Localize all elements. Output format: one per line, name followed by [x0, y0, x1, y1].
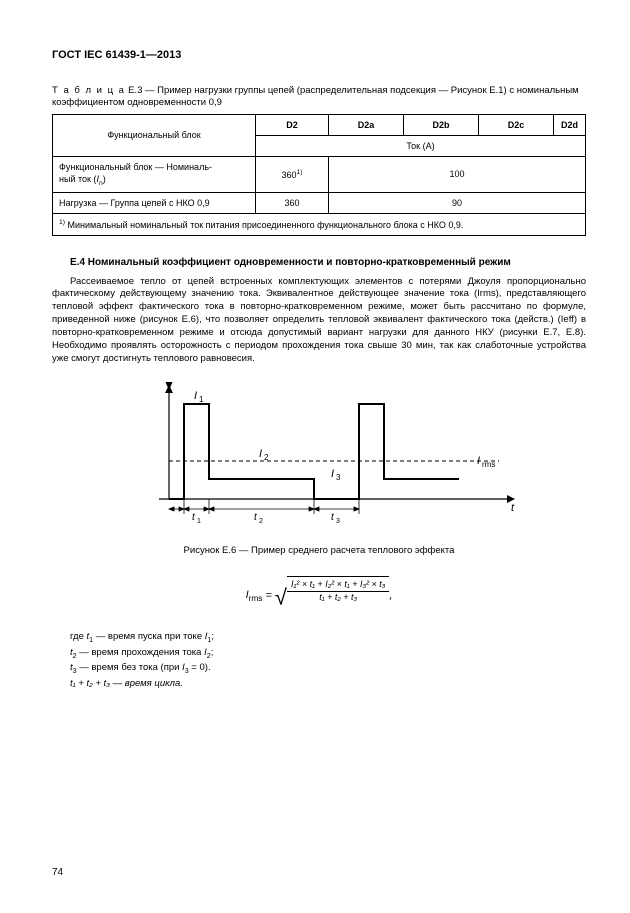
row1-valspan: 100: [329, 156, 586, 192]
svg-text:I: I: [477, 455, 480, 467]
where-line: t₁ + t₂ + t₃ — время цикла.: [52, 677, 586, 691]
table-footnote: 1) Минимальный номинальный ток питания п…: [53, 214, 586, 236]
subheader-current: Ток (А): [256, 135, 586, 156]
document-header: ГОСТ IEC 61439-1—2013: [52, 48, 586, 63]
section-e4-title: Е.4 Номинальный коэффициент одновременно…: [52, 256, 586, 270]
svg-text:I: I: [194, 390, 197, 402]
where-line: где t1 — время пуска при токе I1;: [52, 630, 586, 646]
row-header-main: Функциональный блок: [53, 114, 256, 156]
table-row: Нагрузка — Группа цепей с НКО 0,9 360 90: [53, 192, 586, 213]
svg-text:1: 1: [197, 518, 201, 525]
figure-e6: I1 I2 I3 Irms t t1 t2 t3: [52, 379, 586, 529]
svg-text:1: 1: [199, 395, 204, 404]
svg-text:t: t: [192, 512, 196, 523]
svg-text:I: I: [259, 448, 262, 460]
svg-text:2: 2: [259, 518, 263, 525]
col-d2d: D2d: [554, 114, 586, 135]
row2-valspan: 90: [329, 192, 586, 213]
table-e3: Функциональный блок D2 D2a D2b D2c D2d Т…: [52, 114, 586, 237]
svg-text:I: I: [331, 468, 334, 480]
svg-text:t: t: [331, 512, 335, 523]
table-row: Функциональный блок — Номиналь- ный ток …: [53, 156, 586, 192]
row2-label: Нагрузка — Группа цепей с НКО 0,9: [53, 192, 256, 213]
svg-text:rms: rms: [482, 460, 495, 469]
svg-text:t: t: [511, 502, 515, 514]
col-d2: D2: [256, 114, 329, 135]
page-number: 74: [52, 866, 63, 880]
row2-val1: 360: [256, 192, 329, 213]
formula-irms: Irms = √ I₁² × t₁ + I₂² × t₁ + I₃² × t₃ …: [52, 576, 586, 612]
table-caption: Т а б л и ц а Е.3 — Пример нагрузки груп…: [52, 85, 586, 110]
col-d2a: D2a: [329, 114, 404, 135]
figure-e6-svg: I1 I2 I3 Irms t t1 t2 t3: [109, 379, 529, 529]
svg-text:t: t: [254, 512, 258, 523]
col-d2b: D2b: [404, 114, 479, 135]
figure-e6-caption: Рисунок Е.6 — Пример среднего расчета те…: [52, 545, 586, 558]
table-footnote-row: 1) Минимальный номинальный ток питания п…: [53, 214, 586, 236]
svg-text:3: 3: [336, 473, 341, 482]
row1-val1: 3601): [256, 156, 329, 192]
row1-label: Функциональный блок — Номиналь- ный ток …: [53, 156, 256, 192]
svg-text:3: 3: [336, 518, 340, 525]
section-e4-paragraph: Рассеиваемое тепло от цепей встроенных к…: [52, 276, 586, 366]
svg-text:2: 2: [264, 453, 269, 462]
where-line: t3 — время без тока (при I3 = 0).: [52, 661, 586, 677]
where-block: где t1 — время пуска при токе I1; t2 — в…: [52, 630, 586, 691]
where-line: t2 — время прохождения тока I2;: [52, 646, 586, 662]
col-d2c: D2c: [479, 114, 554, 135]
